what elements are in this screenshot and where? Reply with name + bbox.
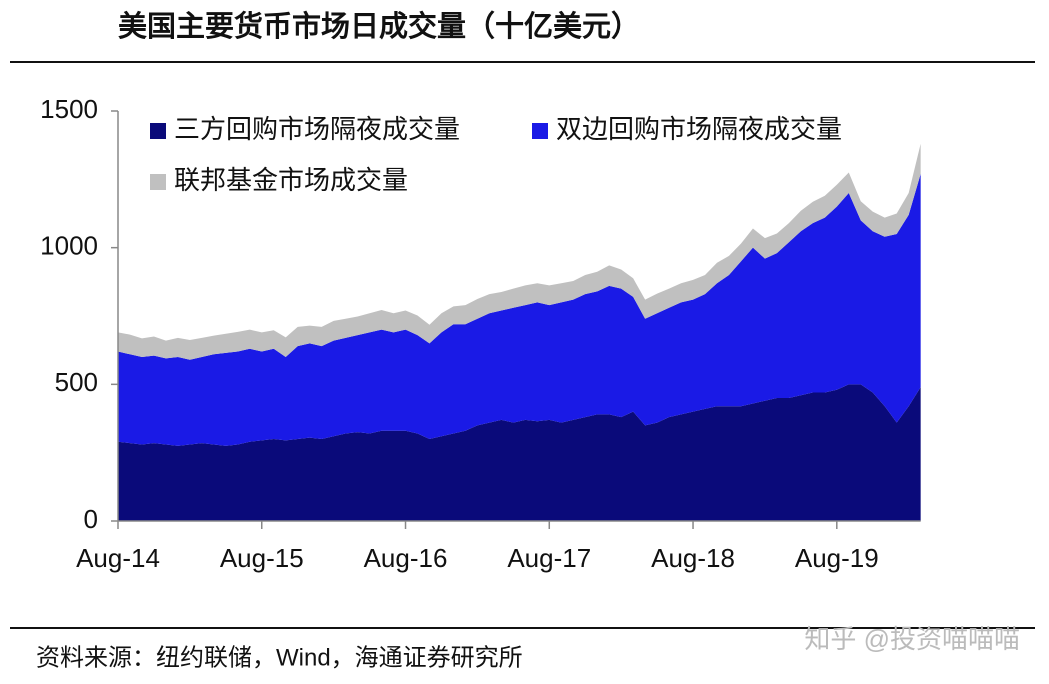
legend-label: 联邦基金市场成交量 [174, 166, 408, 196]
area [118, 384, 921, 521]
y-tick-label: 1500 [40, 94, 98, 124]
legend-label: 三方回购市场隔夜成交量 [174, 115, 460, 145]
x-tick-label: Aug-17 [507, 543, 591, 573]
legend-swatch [150, 174, 166, 190]
legend-swatch [150, 123, 166, 139]
source-note: 资料来源：纽约联储，Wind，海通证券研究所 [36, 644, 523, 671]
x-tick-label: Aug-18 [651, 543, 735, 573]
x-tick-label: Aug-15 [220, 543, 304, 573]
y-tick-label: 1000 [40, 231, 98, 261]
x-tick-label: Aug-19 [795, 543, 879, 573]
chart-title: 美国主要货币市场日成交量（十亿美元） [118, 9, 640, 43]
x-tick-label: Aug-16 [364, 543, 448, 573]
y-tick-label: 500 [55, 367, 98, 397]
y-tick-label: 0 [84, 504, 98, 534]
legend-swatch [532, 123, 548, 139]
x-tick-label: Aug-14 [76, 543, 160, 573]
legend-label: 双边回购市场隔夜成交量 [556, 115, 842, 145]
area [118, 173, 921, 446]
watermark: 知乎 @投资喵喵喵 [804, 624, 1020, 654]
area [118, 143, 921, 360]
